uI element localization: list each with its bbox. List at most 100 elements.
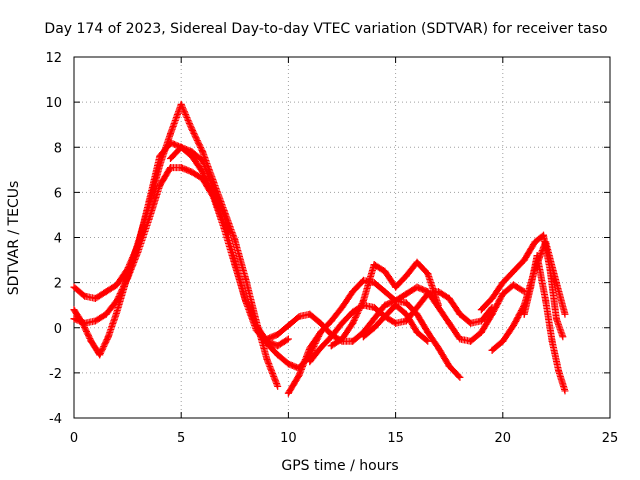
data-point bbox=[242, 274, 250, 282]
data-point bbox=[381, 312, 389, 320]
data-point bbox=[188, 168, 196, 176]
data-point bbox=[402, 310, 410, 318]
data-point bbox=[91, 294, 99, 302]
data-point bbox=[231, 236, 239, 244]
data-point bbox=[295, 312, 303, 320]
data-point bbox=[559, 333, 567, 341]
data-point bbox=[284, 321, 292, 329]
data-point bbox=[327, 342, 335, 350]
data-point bbox=[338, 303, 346, 311]
data-point bbox=[424, 270, 432, 278]
grid-lines bbox=[74, 57, 610, 418]
data-point bbox=[531, 238, 539, 246]
data-point bbox=[209, 184, 217, 192]
data-point bbox=[81, 319, 89, 327]
y-tick-label: 8 bbox=[54, 141, 62, 156]
data-point bbox=[284, 335, 292, 343]
data-point bbox=[327, 333, 335, 341]
data-point bbox=[327, 317, 335, 325]
data-point bbox=[102, 288, 110, 296]
series-pass-10 bbox=[477, 231, 567, 341]
data-point bbox=[96, 351, 104, 359]
axis-ticks: 0 5 10 15 20 25 -4 -2 0 2 4 6 8 10 12 bbox=[45, 51, 618, 446]
data-point bbox=[295, 371, 303, 379]
data-point bbox=[166, 155, 174, 163]
data-point bbox=[477, 317, 485, 325]
data-point bbox=[263, 355, 271, 363]
data-point bbox=[188, 148, 196, 156]
data-points bbox=[70, 100, 569, 397]
data-point bbox=[166, 164, 174, 172]
data-point bbox=[510, 321, 518, 329]
series-markers bbox=[477, 231, 566, 339]
y-tick-label: 6 bbox=[54, 186, 62, 201]
data-point bbox=[199, 157, 207, 165]
data-point bbox=[510, 267, 518, 275]
data-point bbox=[499, 290, 507, 298]
x-tick-label: 0 bbox=[70, 431, 78, 446]
data-point bbox=[456, 310, 464, 318]
data-point bbox=[274, 351, 282, 359]
series-pass-9 bbox=[359, 301, 432, 345]
x-tick-label: 15 bbox=[387, 431, 404, 446]
series-pass-6 bbox=[284, 276, 528, 397]
x-axis-label: GPS time / hours bbox=[281, 458, 398, 474]
data-point bbox=[349, 319, 357, 327]
y-tick-label: 12 bbox=[45, 51, 62, 66]
data-point bbox=[392, 301, 400, 309]
y-tick-label: -4 bbox=[49, 412, 62, 427]
data-point bbox=[70, 315, 78, 323]
data-point bbox=[274, 342, 282, 350]
data-point bbox=[306, 344, 314, 352]
data-point bbox=[242, 297, 250, 305]
data-point bbox=[113, 308, 121, 316]
data-point bbox=[317, 344, 325, 352]
series-markers bbox=[520, 252, 568, 393]
data-point bbox=[533, 252, 541, 260]
series-pass-4 bbox=[166, 143, 232, 237]
data-point bbox=[392, 319, 400, 327]
x-tick-label: 25 bbox=[602, 431, 619, 446]
data-point bbox=[87, 337, 95, 345]
data-point bbox=[413, 328, 421, 336]
data-point bbox=[488, 303, 496, 311]
data-point bbox=[177, 143, 185, 151]
data-point bbox=[392, 283, 400, 291]
data-point bbox=[102, 310, 110, 318]
data-point bbox=[220, 211, 228, 219]
data-point bbox=[527, 283, 535, 291]
data-point bbox=[317, 328, 325, 336]
data-point bbox=[134, 247, 142, 255]
data-point bbox=[306, 358, 314, 366]
data-point bbox=[555, 367, 563, 375]
data-point bbox=[359, 276, 367, 284]
data-point bbox=[70, 283, 78, 291]
data-point bbox=[445, 319, 453, 327]
data-point bbox=[499, 337, 507, 345]
data-point bbox=[156, 182, 164, 190]
data-point bbox=[561, 310, 569, 318]
data-point bbox=[434, 301, 442, 309]
data-point bbox=[338, 319, 346, 327]
data-point bbox=[113, 281, 121, 289]
data-point bbox=[81, 292, 89, 300]
data-point bbox=[402, 290, 410, 298]
data-point bbox=[540, 231, 548, 239]
y-tick-label: 0 bbox=[54, 322, 62, 337]
chart-title: Day 174 of 2023, Sidereal Day-to-day VTE… bbox=[44, 21, 607, 37]
data-point bbox=[424, 337, 432, 345]
data-point bbox=[317, 319, 325, 327]
data-point bbox=[477, 306, 485, 314]
data-point bbox=[156, 161, 164, 169]
data-point bbox=[499, 279, 507, 287]
data-point bbox=[306, 310, 314, 318]
data-point bbox=[413, 258, 421, 266]
data-point bbox=[456, 335, 464, 343]
data-point bbox=[552, 315, 560, 323]
data-point bbox=[488, 346, 496, 354]
x-tick-label: 20 bbox=[495, 431, 512, 446]
data-point bbox=[113, 297, 121, 305]
data-point bbox=[338, 335, 346, 343]
x-tick-label: 10 bbox=[280, 431, 297, 446]
